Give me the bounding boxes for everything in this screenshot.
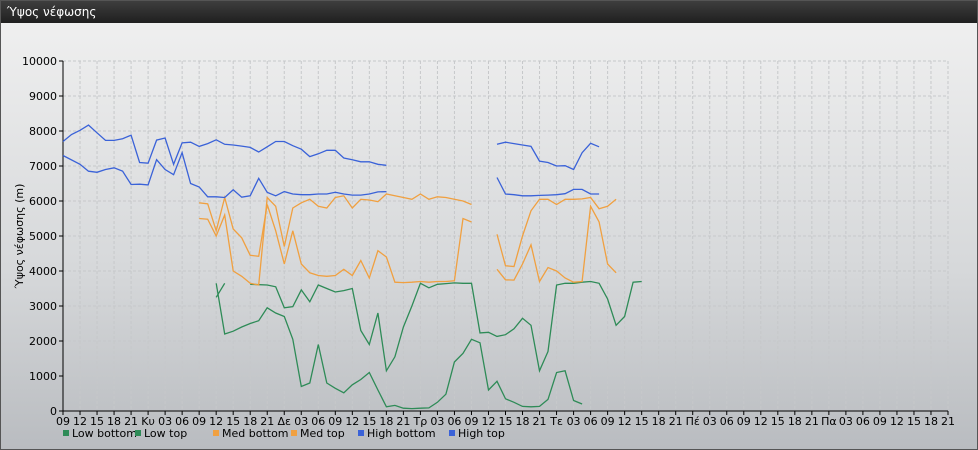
legend-swatch [358, 430, 364, 436]
x-tick-label: 15 [226, 415, 240, 428]
x-tick-label: 21 [941, 415, 955, 428]
x-tick-label: 09 [56, 415, 70, 428]
x-tick-label: 18 [107, 415, 121, 428]
x-tick-label: 06 [584, 415, 598, 428]
x-tick-label: 18 [516, 415, 530, 428]
y-tick-label: 8000 [29, 125, 57, 138]
x-tick-label: 12 [754, 415, 768, 428]
x-tick-label: 15 [90, 415, 104, 428]
x-tick-label: 12 [345, 415, 359, 428]
y-tick-label: 7000 [29, 160, 57, 173]
x-tick-label: 09 [873, 415, 887, 428]
x-tick-label: 18 [379, 415, 393, 428]
x-tick-label: 18 [788, 415, 802, 428]
y-tick-label: 3000 [29, 300, 57, 313]
x-tick-label: 06 [856, 415, 870, 428]
x-tick-label: 18 [243, 415, 257, 428]
y-tick-label: 9000 [29, 90, 57, 103]
series-low-bottom [215, 280, 642, 373]
x-tick-label: Πα [821, 415, 837, 428]
x-tick-label: 15 [362, 415, 376, 428]
x-tick-label: 03 [294, 415, 308, 428]
x-tick-label: 03 [158, 415, 172, 428]
x-tick-label: 06 [311, 415, 325, 428]
series-low-top [215, 283, 583, 410]
series-line [496, 141, 600, 171]
y-tick-label: 6000 [29, 195, 57, 208]
x-tick-label: 06 [447, 415, 461, 428]
x-tick-label: Δε [278, 415, 292, 428]
series-line [215, 283, 583, 410]
series-high-bottom [62, 150, 600, 199]
x-tick-label: 09 [192, 415, 206, 428]
y-tick-label: 0 [50, 405, 57, 418]
x-tick-label: 09 [601, 415, 615, 428]
x-tick-label: 18 [652, 415, 666, 428]
x-tick-label: 15 [771, 415, 785, 428]
x-tick-label: 21 [533, 415, 547, 428]
x-tick-label: 15 [499, 415, 513, 428]
x-tick-label: 21 [396, 415, 410, 428]
legend-swatch [213, 430, 219, 436]
legend-label: Med top [300, 427, 345, 440]
series-line [199, 193, 472, 286]
series-line [496, 204, 617, 284]
x-tick-label: 21 [124, 415, 138, 428]
legend-swatch [291, 430, 297, 436]
y-tick-label: 5000 [29, 230, 57, 243]
y-axis-label: Ύψος νέφωσης (m) [13, 184, 26, 290]
series-line [62, 150, 387, 199]
y-tick-label: 1000 [29, 370, 57, 383]
x-tick-label: 15 [907, 415, 921, 428]
x-tick-label: 12 [618, 415, 632, 428]
series-line [496, 177, 600, 197]
x-tick-label: 21 [805, 415, 819, 428]
legend-swatch [449, 430, 455, 436]
legend-swatch [63, 430, 69, 436]
legend: Low bottom Low top Med bottom Med top High b… [63, 427, 505, 440]
grid-lines [59, 60, 949, 415]
legend-label: Med bottom [222, 427, 289, 440]
legend-label: Low bottom [72, 427, 137, 440]
x-tick-label: 21 [260, 415, 274, 428]
x-tick-label: 12 [73, 415, 87, 428]
x-tick-label: 12 [481, 415, 495, 428]
legend-label: High top [458, 427, 505, 440]
x-tick-label: 06 [720, 415, 734, 428]
x-tick-label: Τρ [413, 415, 428, 428]
x-tick-label: Τε [549, 415, 563, 428]
window-title: Ύψος νέφωσης [1, 1, 977, 23]
legend-label: High bottom [367, 427, 436, 440]
x-tick-label: 03 [430, 415, 444, 428]
x-tick-label: 15 [635, 415, 649, 428]
x-tick-label: Κυ [141, 415, 155, 428]
x-tick-label: 18 [924, 415, 938, 428]
x-tick-label: 09 [737, 415, 751, 428]
x-tick-label: 03 [839, 415, 853, 428]
series-line [496, 196, 617, 268]
series-med-bottom [199, 193, 617, 286]
series-line [62, 124, 387, 167]
series-high-top [62, 124, 600, 171]
x-tick-label: 09 [328, 415, 342, 428]
series-line [250, 280, 642, 373]
series-line [199, 194, 472, 284]
x-tick-label: 06 [175, 415, 189, 428]
y-tick-label: 2000 [29, 335, 57, 348]
x-tick-label: 03 [567, 415, 581, 428]
legend-label: Low top [144, 427, 187, 440]
x-tick-label: 12 [209, 415, 223, 428]
x-tick-label: 12 [890, 415, 904, 428]
series-med-top [199, 194, 617, 284]
legend-swatch [135, 430, 141, 436]
x-tick-label: 21 [669, 415, 683, 428]
y-tick-label: 10000 [22, 55, 57, 68]
x-tick-label: 03 [703, 415, 717, 428]
x-tick-label: Πέ [686, 415, 700, 428]
y-tick-label: 4000 [29, 265, 57, 278]
x-tick-label: 09 [464, 415, 478, 428]
